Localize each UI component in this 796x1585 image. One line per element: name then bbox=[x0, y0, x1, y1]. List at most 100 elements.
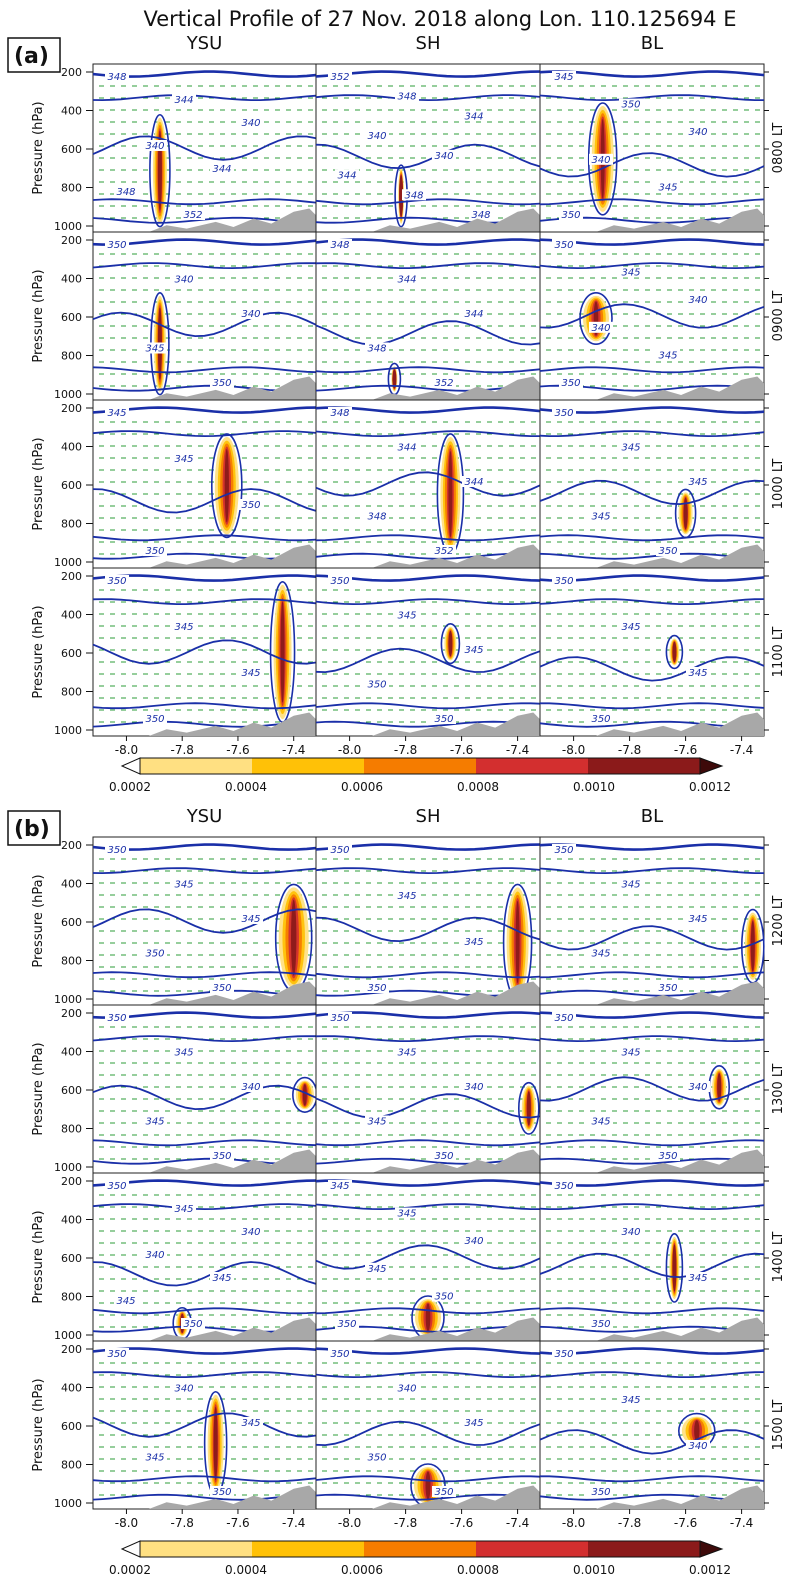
theta-contour bbox=[674, 488, 697, 539]
time-label: 1000 LT bbox=[771, 459, 786, 510]
terrain bbox=[316, 208, 540, 232]
contour-label: 350 bbox=[107, 240, 126, 251]
x-tick-label: -7.8 bbox=[394, 743, 417, 757]
contour-label: 350 bbox=[554, 240, 573, 251]
contour-label-bg bbox=[589, 510, 613, 522]
contour-label: 345 bbox=[241, 668, 260, 679]
terrain bbox=[93, 208, 316, 232]
time-label: 0900 LT bbox=[771, 291, 786, 342]
contour-label-bg bbox=[619, 1046, 643, 1058]
contour-label: 345 bbox=[621, 622, 640, 633]
theta-contour bbox=[92, 94, 317, 102]
contour-label-bg bbox=[462, 936, 486, 947]
colorbar-extend-low bbox=[120, 757, 141, 775]
contour-label-bg bbox=[395, 1046, 419, 1058]
y-tick-label: 1000 bbox=[54, 724, 82, 737]
contour-label: 345 bbox=[591, 512, 610, 523]
contour-label: 350 bbox=[145, 546, 164, 557]
mixing-ratio-plume bbox=[291, 899, 297, 976]
contour-label-bg bbox=[552, 575, 576, 586]
contour-label-bg bbox=[619, 878, 643, 890]
subplot: 350 345 345 350 bbox=[539, 567, 765, 737]
y-tick-label: 1000 bbox=[54, 993, 82, 1006]
subplot: 350 345 345 350 bbox=[315, 836, 541, 1006]
subplot-frame bbox=[315, 231, 541, 401]
contour-label: 345 bbox=[688, 477, 707, 488]
contour-label: 345 bbox=[174, 454, 193, 465]
subplot-frame bbox=[539, 231, 765, 401]
y-tick-label: 200 bbox=[61, 839, 82, 852]
theta-contour bbox=[92, 534, 317, 542]
contour-label-bg bbox=[239, 499, 263, 510]
x-tick-label: -7.8 bbox=[618, 743, 641, 757]
theta-contour bbox=[579, 292, 613, 345]
theta-contour bbox=[92, 908, 317, 934]
contour-label: 350 bbox=[561, 378, 580, 389]
theta-contour bbox=[539, 70, 765, 78]
contour-label: 345 bbox=[688, 914, 707, 925]
theta-contour bbox=[315, 574, 541, 582]
theta-contour bbox=[315, 366, 541, 374]
contour-label-bg bbox=[552, 71, 576, 82]
contour-label: 345 bbox=[397, 891, 416, 902]
contour-label-bg bbox=[105, 407, 129, 418]
subplot: 350 345 340 345 350 bbox=[315, 1004, 541, 1174]
contour-label: 350 bbox=[330, 576, 349, 587]
subplot: 350 340 340 345 350 bbox=[92, 231, 317, 401]
contour-label: 350 bbox=[658, 546, 677, 557]
terrain bbox=[93, 1149, 316, 1173]
theta-contour bbox=[92, 488, 317, 514]
subplot-frame bbox=[315, 1004, 541, 1174]
theta-contour bbox=[315, 1139, 541, 1147]
x-tick-label: -8.0 bbox=[115, 743, 138, 757]
terrain bbox=[540, 544, 764, 568]
contour-label-bg bbox=[462, 644, 486, 655]
mixing-ratio-plume bbox=[750, 920, 755, 972]
theta-contour bbox=[539, 989, 765, 997]
y-tick-label: 600 bbox=[61, 479, 82, 492]
theta-contour bbox=[539, 574, 765, 582]
contour-label: 344 bbox=[174, 95, 193, 106]
theta-contour bbox=[539, 152, 765, 178]
contour-label-bg bbox=[143, 1115, 167, 1127]
contour-label-bg bbox=[656, 1150, 680, 1161]
contour-label: 345 bbox=[145, 344, 164, 355]
contour-label-bg bbox=[143, 545, 167, 556]
contour-label: 345 bbox=[621, 1048, 640, 1059]
theta-contour bbox=[539, 1157, 765, 1165]
contour-label-bg bbox=[686, 1081, 710, 1092]
theta-contour bbox=[92, 430, 317, 438]
subplot-frame bbox=[539, 63, 765, 233]
theta-contour bbox=[539, 534, 765, 542]
contour-label-bg bbox=[365, 342, 389, 354]
contour-label-bg bbox=[619, 98, 643, 110]
contour-label-bg bbox=[143, 342, 167, 354]
y-tick-label: 400 bbox=[61, 105, 82, 118]
contour-label-bg bbox=[239, 308, 263, 319]
y-tick-label: 200 bbox=[61, 570, 82, 583]
contour-label-bg bbox=[395, 609, 419, 621]
theta-contour bbox=[315, 262, 541, 269]
contour-label: 350 bbox=[212, 378, 231, 389]
contour-label-bg bbox=[656, 181, 680, 193]
contour-label: 348 bbox=[471, 210, 490, 221]
contour-label: 340 bbox=[241, 309, 260, 320]
y-tick-label: 400 bbox=[61, 441, 82, 454]
contour-label-bg bbox=[469, 209, 493, 220]
contour-label-bg bbox=[239, 1081, 263, 1092]
y-tick-label: 1000 bbox=[54, 388, 82, 401]
contour-label-bg bbox=[462, 110, 486, 122]
subplot-frame bbox=[539, 1004, 765, 1174]
y-tick-label: 800 bbox=[61, 518, 82, 531]
theta-contour bbox=[92, 639, 317, 665]
contour-label: 345 bbox=[174, 622, 193, 633]
colorbar-tick-label: 0.0006 bbox=[341, 780, 383, 794]
panel-label-box bbox=[7, 37, 61, 73]
theta-contour bbox=[92, 1139, 317, 1147]
mixing-ratio-plume bbox=[526, 1091, 531, 1126]
terrain bbox=[93, 712, 316, 736]
x-tick-label: -7.4 bbox=[506, 743, 529, 757]
contour-label-bg bbox=[210, 1150, 234, 1161]
column-title: BL bbox=[641, 806, 663, 827]
theta-contour bbox=[315, 1035, 541, 1042]
